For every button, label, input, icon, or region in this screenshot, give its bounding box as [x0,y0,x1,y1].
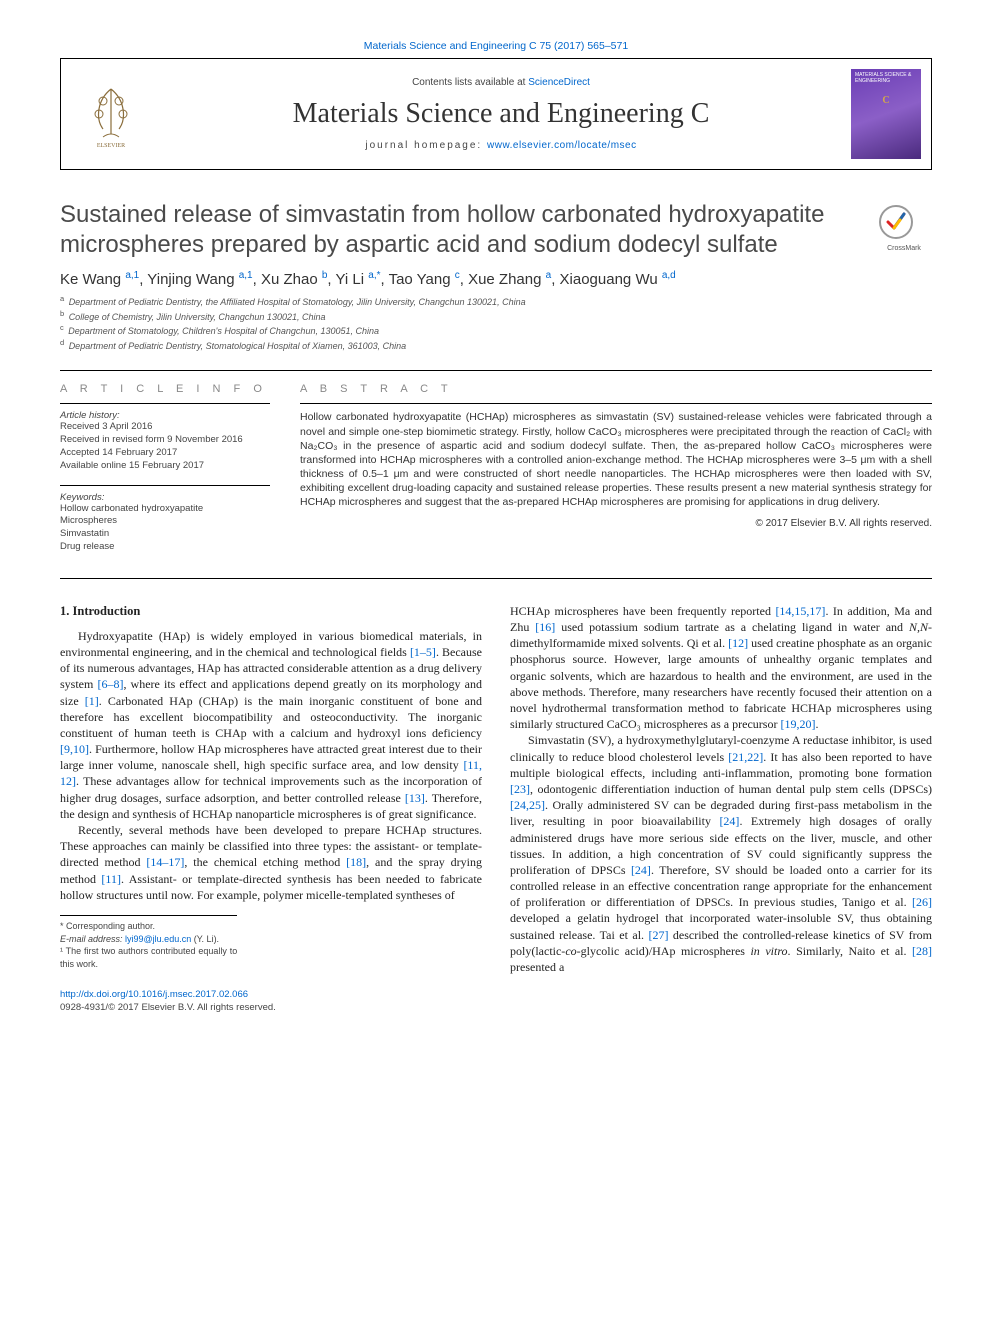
history-line-3: Available online 15 February 2017 [60,460,270,473]
history-line-0: Received 3 April 2016 [60,421,270,434]
abstract-column: A B S T R A C T Hollow carbonated hydrox… [300,383,932,566]
affiliation-a: a Department of Pediatric Dentistry, the… [60,294,932,309]
abstract-text: Hollow carbonated hydroxyapatite (HCHAp)… [300,410,932,509]
doi-link[interactable]: http://dx.doi.org/10.1016/j.msec.2017.02… [60,989,248,1000]
issn-copyright: 0928-4931/© 2017 Elsevier B.V. All right… [60,1002,276,1013]
homepage-prefix: journal homepage: [365,140,487,151]
corresponding-author-note: * Corresponding author. [60,920,237,933]
svg-text:ELSEVIER: ELSEVIER [97,143,125,149]
header-citation: Materials Science and Engineering C 75 (… [60,40,932,52]
info-abstract-row: A R T I C L E I N F O Article history: R… [60,383,932,566]
keyword-1: Microspheres [60,515,270,528]
info-rule-1 [60,403,270,404]
equal-contribution-note: ¹ The first two authors contributed equa… [60,945,237,970]
email-line: E-mail address: lyi99@jlu.edu.cn (Y. Li)… [60,933,237,946]
publisher-logo-cell: ELSEVIER [61,59,161,169]
article-info-column: A R T I C L E I N F O Article history: R… [60,383,270,566]
article-info-heading: A R T I C L E I N F O [60,383,270,395]
section-1-heading: 1. Introduction [60,603,482,620]
journal-name: Materials Science and Engineering C [293,98,710,130]
banner-center: Contents lists available at ScienceDirec… [161,59,841,169]
journal-cover-thumbnail [851,69,921,159]
rule-bottom [60,578,932,579]
keyword-0: Hollow carbonated hydroxyapatite [60,503,270,516]
affiliation-d: d Department of Pediatric Dentistry, Sto… [60,338,932,353]
crossmark-badge[interactable]: CrossMark [876,200,932,256]
abstract-rule [300,403,932,404]
cover-cell [841,59,931,169]
contents-line: Contents lists available at ScienceDirec… [412,77,590,88]
journal-homepage-link[interactable]: www.elsevier.com/locate/msec [487,140,637,151]
title-row: Sustained release of simvastatin from ho… [60,200,932,260]
article-title: Sustained release of simvastatin from ho… [60,200,876,260]
body-columns: 1. Introduction Hydroxyapatite (HAp) is … [60,603,932,975]
history-label: Article history: [60,410,270,421]
history-line-1: Received in revised form 9 November 2016 [60,434,270,447]
abstract-copyright: © 2017 Elsevier B.V. All rights reserved… [300,518,932,529]
page: Materials Science and Engineering C 75 (… [0,0,992,1064]
contents-prefix: Contents lists available at [412,77,528,88]
corresponding-email-link[interactable]: lyi99@jlu.edu.cn [125,934,191,944]
journal-banner: ELSEVIER Contents lists available at Sci… [60,58,932,170]
page-footer: http://dx.doi.org/10.1016/j.msec.2017.02… [60,989,932,1014]
affiliations: a Department of Pediatric Dentistry, the… [60,294,932,352]
homepage-line: journal homepage: www.elsevier.com/locat… [365,140,636,151]
keywords-label: Keywords: [60,492,270,503]
keyword-3: Drug release [60,541,270,554]
crossmark-label: CrossMark [887,245,921,252]
affiliation-c: c Department of Stomatology, Children's … [60,323,932,338]
abstract-heading: A B S T R A C T [300,383,932,395]
intro-para-2: Recently, several methods have been deve… [60,822,482,903]
intro-para-3: HCHAp microspheres have been frequently … [510,603,932,733]
intro-para-4: Simvastatin (SV), a hydroxymethylglutary… [510,732,932,975]
authors-line: Ke Wang a,1, Yinjing Wang a,1, Xu Zhao b… [60,270,932,288]
sciencedirect-link[interactable]: ScienceDirect [528,77,590,88]
elsevier-tree-logo: ELSEVIER [81,79,141,149]
intro-para-1: Hydroxyapatite (HAp) is widely employed … [60,628,482,822]
history-line-2: Accepted 14 February 2017 [60,447,270,460]
rule-top [60,370,932,371]
info-rule-2 [60,485,270,486]
affiliation-b: b College of Chemistry, Jilin University… [60,309,932,324]
footnotes: * Corresponding author. E-mail address: … [60,915,237,970]
keyword-2: Simvastatin [60,528,270,541]
